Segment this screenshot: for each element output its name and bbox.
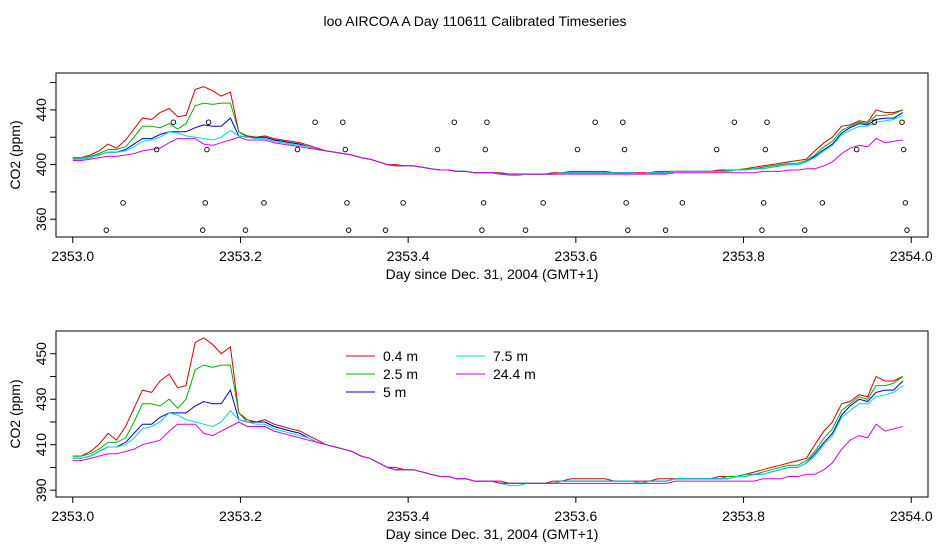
top-data-marker [120, 200, 126, 206]
top-y-tick-label: 360 [33, 207, 49, 231]
chart-title: loo AIRCOA A Day 110611 Calibrated Times… [324, 13, 627, 29]
top-data-marker [853, 146, 860, 153]
top-data-marker [904, 227, 910, 233]
bottom-y-tick-label: 390 [33, 478, 49, 502]
top-data-marker [345, 227, 352, 233]
bottom-series-line-0-4-m [72, 337, 904, 484]
top-data-marker [819, 200, 826, 206]
top-data-marker [204, 146, 210, 153]
bottom-x-tick-label: 2354.0 [890, 508, 933, 524]
top-panel: 2353.0 2353.2 2353.4 2353.6 2353.8 2354.0 360 4… [7, 72, 933, 282]
top-series-line-24-4-m [72, 136, 903, 175]
top-data-marker [400, 200, 406, 206]
top-data-marker [900, 146, 907, 153]
top-data-marker [679, 200, 686, 206]
top-data-marker [103, 227, 110, 233]
top-plot-frame [55, 72, 929, 238]
top-data-marker [482, 146, 489, 153]
bottom-x-axis-label: Day since Dec. 31, 2004 (GMT+1) [386, 526, 599, 542]
top-x-tick-label: 2353.2 [219, 248, 262, 264]
top-y-tick-label: 440 [33, 98, 49, 122]
top-data-marker [340, 119, 346, 125]
top-x-axis-label: Day since Dec. 31, 2004 (GMT+1) [386, 266, 599, 282]
top-y-axis-label: CO2 (ppm) [7, 120, 23, 189]
top-data-marker [592, 119, 598, 125]
bottom-y-tick-label: 430 [33, 387, 49, 411]
bottom-x-tick-label: 2353.2 [219, 508, 262, 524]
top-data-marker [382, 227, 389, 233]
top-data-marker [242, 227, 249, 233]
top-data-marker [344, 200, 350, 206]
top-x-tick-label: 2353.8 [722, 248, 765, 264]
top-data-marker [205, 119, 212, 125]
bottom-legend-label: 0.4 m [383, 348, 418, 364]
top-data-marker [153, 146, 160, 153]
bottom-y-tick-label: 410 [33, 433, 49, 457]
top-data-marker [620, 119, 626, 125]
top-data-marker [662, 227, 669, 233]
top-data-marker [294, 146, 301, 153]
bottom-series-line-24-4-m [72, 421, 903, 484]
top-data-marker [479, 227, 485, 233]
top-data-marker [261, 200, 267, 206]
top-data-marker [762, 146, 769, 153]
top-y-tick-label: 400 [33, 153, 49, 177]
bottom-legend-label: 2.5 m [383, 366, 418, 382]
top-data-marker [451, 119, 458, 125]
bottom-x-tick-label: 2353.0 [51, 508, 94, 524]
top-data-marker [760, 200, 767, 206]
top-data-marker [434, 146, 441, 153]
top-data-marker [801, 227, 808, 233]
bottom-panel: 2353.0 2353.2 2353.4 2353.6 2353.8 2354.0 390 4… [7, 330, 933, 542]
bottom-series-line-7-5-m [72, 385, 904, 487]
bottom-legend-label: 24.4 m [493, 366, 536, 382]
top-data-marker [199, 227, 206, 233]
top-data-marker [899, 119, 905, 125]
top-data-marker [522, 227, 529, 233]
top-data-marker [764, 119, 770, 125]
top-data-marker [713, 146, 720, 153]
bottom-y-tick-label: 450 [33, 342, 49, 366]
top-data-marker [540, 200, 546, 206]
top-data-marker [902, 200, 909, 206]
bottom-plot-frame [55, 330, 929, 498]
top-data-marker [202, 200, 208, 206]
bottom-x-tick-label: 2353.6 [554, 508, 597, 524]
top-data-marker [342, 146, 349, 153]
top-series-line-0-4-m [72, 86, 903, 175]
top-data-marker [574, 146, 581, 153]
bottom-x-tick-label: 2353.8 [722, 508, 765, 524]
top-data-marker [170, 119, 177, 125]
bottom-y-axis-label: CO2 (ppm) [7, 379, 23, 448]
top-x-tick-label: 2353.4 [387, 248, 430, 264]
bottom-x-tick-label: 2353.4 [387, 508, 430, 524]
top-data-marker [484, 119, 490, 125]
top-data-marker [871, 119, 878, 125]
bottom-legend-label: 5 m [383, 384, 406, 400]
top-data-marker [480, 200, 487, 206]
top-x-tick-label: 2353.6 [554, 248, 597, 264]
top-data-marker [621, 146, 628, 153]
top-data-marker [312, 119, 318, 125]
top-x-tick-label: 2353.0 [51, 248, 94, 264]
top-data-marker [625, 227, 631, 233]
top-data-marker [759, 227, 765, 233]
top-data-marker [731, 119, 738, 125]
bottom-legend-label: 7.5 m [493, 348, 528, 364]
top-x-tick-label: 2354.0 [890, 248, 933, 264]
top-data-marker [623, 200, 629, 206]
